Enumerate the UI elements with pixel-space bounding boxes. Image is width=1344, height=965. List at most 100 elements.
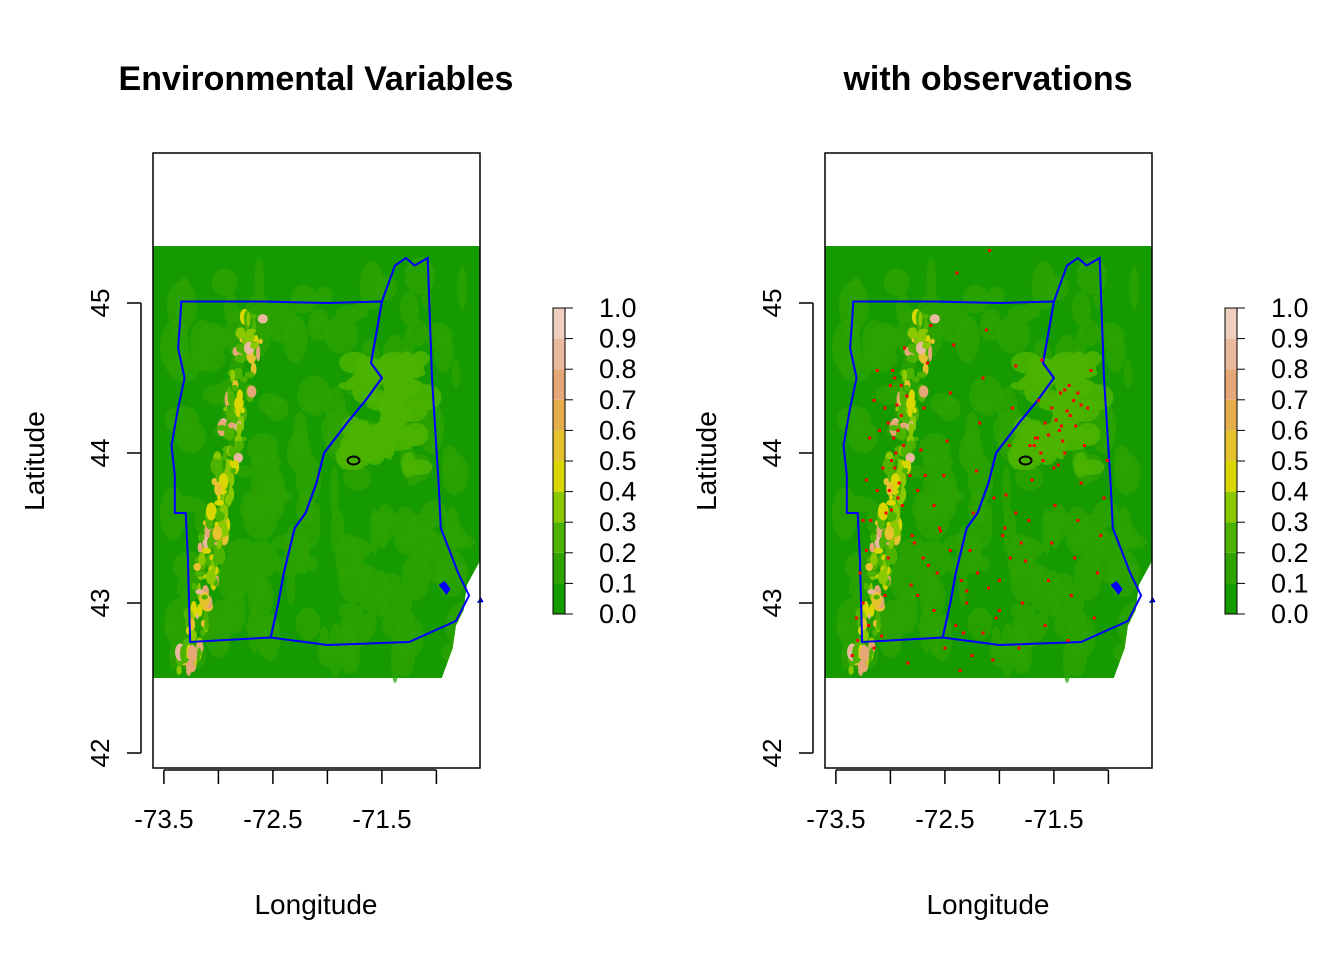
observation-point (970, 654, 974, 657)
ridge-patch (930, 338, 935, 345)
observation-point (861, 601, 865, 605)
observation-point (855, 616, 859, 620)
legend-label: 0.7 (599, 385, 637, 415)
elevation-patch (967, 454, 994, 505)
elevation-patch (306, 555, 318, 572)
ridge-patch (233, 440, 245, 450)
ridge-patch (929, 314, 940, 324)
elevation-patch (883, 268, 910, 297)
observation-point (1050, 541, 1054, 545)
elevation-patch (926, 257, 937, 304)
legend-swatch (553, 522, 565, 553)
axes: -73.5 -72.5 -71.5 42 43 44 45 (85, 152, 481, 834)
elevation-patch (375, 504, 396, 543)
observation-point (1033, 436, 1037, 440)
ridge-patch (244, 371, 255, 379)
elevation-patch (335, 533, 363, 584)
ridge-patch (900, 446, 907, 457)
ridge-patch (194, 570, 206, 577)
observation-point (883, 406, 887, 410)
observation-point (942, 474, 946, 477)
observation-point (889, 508, 893, 512)
x-axis-label: Longitude (926, 889, 1049, 920)
elevation-patch (1073, 552, 1103, 601)
lake-outline (1018, 455, 1033, 466)
observation-point (1086, 406, 1090, 410)
legend-swatch (553, 461, 565, 492)
observation-point (1068, 414, 1072, 417)
ridge-patch (204, 618, 209, 631)
elevation-patch (317, 639, 338, 668)
observation-point (905, 394, 909, 398)
ridge-patch (231, 384, 238, 391)
map-panel-right: with observations Longitude Latitude -73… (691, 60, 1309, 920)
legend-swatch (553, 369, 565, 400)
ridge-patch (877, 569, 888, 585)
elevation-patch (1018, 375, 1046, 392)
observation-point (869, 519, 873, 522)
elevation-patch (233, 465, 260, 478)
legend: 0.00.10.20.30.40.50.60.70.80.91.0 (552, 293, 637, 629)
ridge-patch (197, 533, 205, 542)
coast-inlet (1110, 581, 1123, 595)
observation-point (937, 526, 941, 530)
observation-point (1040, 358, 1044, 362)
ridge-patch (242, 340, 246, 345)
elevation-patch (329, 466, 339, 519)
ridge-patch (196, 603, 203, 617)
observation-point (1089, 369, 1093, 372)
observation-point (1067, 384, 1071, 387)
new-hampshire-boundary (269, 256, 471, 647)
observation-point (965, 589, 969, 593)
observation-point (1046, 433, 1050, 437)
ridge-patch (226, 404, 230, 422)
ridge-patch (848, 665, 854, 675)
ridge-patch (235, 327, 246, 339)
ridge-patch (201, 594, 208, 600)
elevation-patch (283, 315, 308, 363)
observation-point (908, 474, 912, 477)
observation-point (1082, 444, 1086, 447)
elevation-patch (379, 410, 397, 432)
observation-point (1014, 511, 1018, 515)
observation-point (916, 594, 920, 597)
elevation-patch (214, 638, 230, 655)
observation-point (1028, 444, 1032, 447)
elevation-patch (1071, 291, 1092, 327)
elevation-patch (286, 566, 296, 607)
ridge-patch (214, 499, 225, 506)
y-tick-label: 45 (85, 289, 115, 318)
observation-point (1076, 519, 1080, 522)
observation-point (971, 511, 975, 515)
x-tick-label: -73.5 (806, 804, 865, 834)
observation-point (1003, 526, 1007, 530)
observation-point (952, 343, 956, 347)
panel-title: Environmental Variables (119, 60, 514, 98)
observation-point (1054, 418, 1058, 422)
observation-point (1079, 403, 1083, 407)
elevation-patch (1007, 305, 1035, 325)
ridge-patch (876, 618, 881, 631)
elevation-patch (356, 434, 382, 463)
elevation-patch (396, 399, 428, 422)
legend-swatch (1225, 491, 1237, 523)
observation-point (988, 249, 992, 252)
elevation-patch (166, 617, 176, 639)
ridge-patch (227, 422, 236, 429)
ridge-patch (907, 327, 918, 339)
observation-point (1063, 388, 1067, 392)
observation-point (932, 609, 936, 612)
ridge-patch (212, 551, 220, 567)
ridge-patch (872, 629, 878, 637)
ridge-patch (214, 481, 222, 496)
elevation-patch (1078, 610, 1087, 641)
observation-point (961, 631, 965, 635)
observation-point (991, 658, 995, 662)
y-tick-label: 42 (85, 739, 115, 768)
axes: -73.5 -72.5 -71.5 42 43 44 45 (757, 152, 1153, 834)
legend-swatch (1225, 461, 1237, 492)
elevation-patch (159, 487, 186, 540)
observation-point (1043, 624, 1047, 627)
ridge-patch (915, 331, 927, 344)
legend-label: 0.6 (1271, 415, 1309, 445)
